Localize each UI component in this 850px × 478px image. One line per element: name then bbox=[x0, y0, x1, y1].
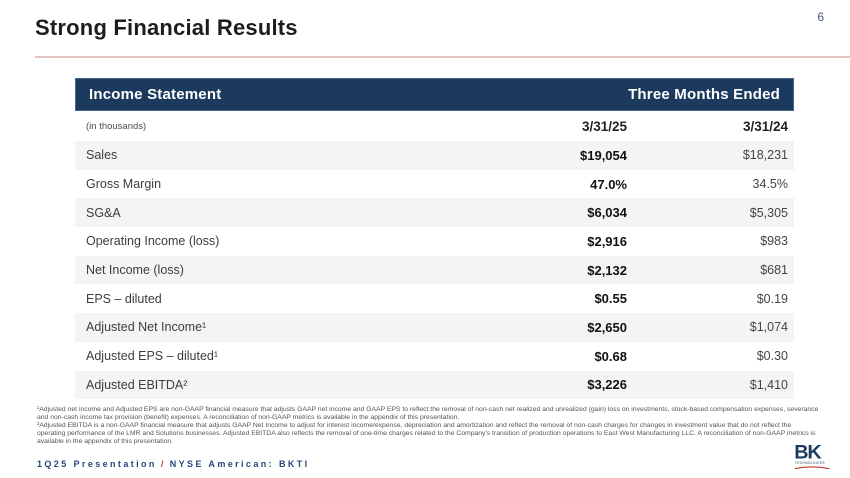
row-value-prior: $5,305 bbox=[749, 205, 788, 220]
table-body: Sales $19,054 $18,231 Gross Margin 47.0%… bbox=[75, 141, 794, 400]
table-row: SG&A $6,034 $5,305 bbox=[75, 198, 794, 228]
title-divider bbox=[35, 56, 850, 58]
footnotes: ¹Adjusted net income and Adjusted EPS ar… bbox=[37, 406, 819, 447]
row-label: Operating Income (loss) bbox=[86, 234, 220, 249]
table-row: Operating Income (loss) $2,916 $983 bbox=[75, 227, 794, 256]
logo-technologies-text: TECHNOLOGIES bbox=[795, 461, 825, 465]
row-label: Adjusted EPS – diluted¹ bbox=[86, 349, 219, 364]
row-label: Net Income (loss) bbox=[86, 263, 184, 278]
row-value-current: $0.55 bbox=[594, 291, 627, 307]
table-row: Adjusted Net Income¹ $2,650 $1,074 bbox=[75, 313, 794, 342]
row-value-prior: 34.5% bbox=[752, 177, 788, 192]
table-row: Adjusted EBITDA² $3,226 $1,410 bbox=[75, 370, 794, 400]
row-value-prior: $0.30 bbox=[756, 349, 788, 364]
row-label: Gross Margin bbox=[86, 177, 162, 192]
row-value-prior: $681 bbox=[760, 263, 788, 278]
row-value-current: $2,650 bbox=[587, 319, 627, 335]
column-header-current: 3/31/25 bbox=[581, 118, 627, 134]
logo-bk-text: BK bbox=[794, 442, 822, 464]
footer-ticker-label: NYSE American: BKTI bbox=[169, 459, 310, 469]
page-number: 6 bbox=[817, 10, 824, 24]
income-statement-table: Income Statement Three Months Ended (in … bbox=[75, 78, 794, 400]
footnote-1: ¹Adjusted net income and Adjusted EPS ar… bbox=[37, 406, 819, 421]
footer-separator: / bbox=[160, 459, 166, 469]
table-row: EPS – diluted $0.55 $0.19 bbox=[75, 284, 794, 313]
units-label: (in thousands) bbox=[86, 120, 147, 132]
table-row: Gross Margin 47.0% 34.5% bbox=[75, 170, 794, 199]
table-row: Adjusted EPS – diluted¹ $0.68 $0.30 bbox=[75, 342, 794, 371]
row-label: Adjusted EBITDA² bbox=[86, 377, 188, 392]
row-value-prior: $0.19 bbox=[756, 291, 788, 306]
bk-technologies-logo-icon: BK TECHNOLOGIES bbox=[794, 442, 830, 470]
row-value-prior: $983 bbox=[760, 234, 788, 249]
logo-red-swoosh bbox=[794, 466, 830, 470]
page-title: Strong Financial Results bbox=[35, 15, 298, 40]
row-value-prior: $1,074 bbox=[749, 320, 788, 335]
table-row: Sales $19,054 $18,231 bbox=[75, 141, 794, 170]
row-value-prior: $1,410 bbox=[749, 377, 788, 392]
table-row: Net Income (loss) $2,132 $681 bbox=[75, 255, 794, 285]
column-header-row: (in thousands) 3/31/25 3/31/24 bbox=[75, 111, 794, 141]
table-header-bar: Income Statement Three Months Ended bbox=[75, 78, 794, 111]
footer-caption: 1Q25 Presentation / NYSE American: BKTI bbox=[37, 459, 310, 469]
footnote-2: ²Adjusted EBITDA is a non-GAAP financial… bbox=[37, 422, 816, 445]
row-value-current: 47.0% bbox=[590, 176, 627, 192]
row-value-current: $0.68 bbox=[594, 348, 627, 364]
column-header-prior: 3/31/24 bbox=[742, 118, 788, 134]
table-period-label: Three Months Ended bbox=[628, 86, 780, 103]
row-value-prior: $18,231 bbox=[742, 148, 788, 163]
row-value-current: $2,916 bbox=[587, 233, 627, 249]
row-value-current: $3,226 bbox=[587, 377, 627, 393]
row-value-current: $2,132 bbox=[587, 262, 627, 278]
row-value-current: $19,054 bbox=[580, 147, 627, 163]
row-value-current: $6,034 bbox=[587, 205, 627, 221]
row-label: Adjusted Net Income¹ bbox=[86, 320, 207, 335]
footer-presentation-label: 1Q25 Presentation bbox=[37, 459, 157, 469]
table-title: Income Statement bbox=[89, 86, 222, 103]
row-label: SG&A bbox=[86, 205, 121, 220]
row-label: Sales bbox=[86, 148, 118, 163]
row-label: EPS – diluted bbox=[86, 291, 162, 306]
